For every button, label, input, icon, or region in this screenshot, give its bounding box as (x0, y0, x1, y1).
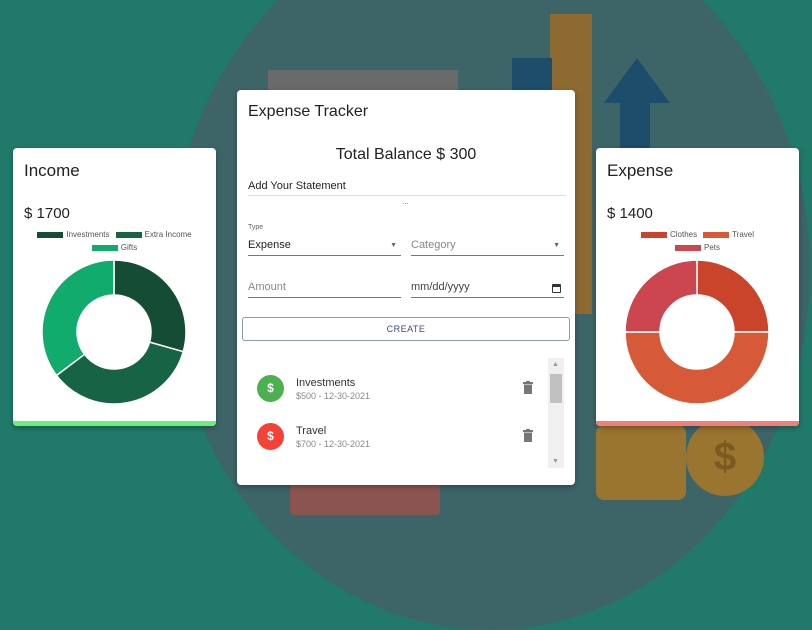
donut-slice-extra-income[interactable] (55, 341, 185, 405)
expense-legend: Clothes Travel Pets (596, 228, 799, 254)
income-accent-bar (13, 421, 216, 426)
scroll-down-icon[interactable]: ▼ (552, 458, 559, 465)
legend-item[interactable]: Pets (674, 241, 720, 254)
delete-icon[interactable] (523, 381, 533, 394)
date-input[interactable]: mm/dd/yyyy (411, 278, 564, 298)
expense-accent-bar (596, 421, 799, 426)
legend-label: Clothes (669, 230, 698, 239)
create-button[interactable]: CREATE (242, 317, 570, 341)
amount-input[interactable]: Amount (248, 278, 401, 298)
expense-card: Expense $ 1400 Clothes Travel Pets (596, 148, 799, 426)
legend-swatch (703, 231, 730, 238)
expense-amount: $ 1400 (607, 205, 653, 222)
transaction-subtitle: $700 - 12-30-2021 (296, 439, 371, 449)
type-select[interactable]: Type Expense ▼ (248, 224, 401, 256)
legend-item[interactable]: Gifts (91, 241, 138, 254)
scroll-up-icon[interactable]: ▲ (552, 361, 559, 368)
category-placeholder: Category (411, 239, 456, 251)
legend-swatch (91, 244, 118, 251)
transaction-title: Investments (296, 377, 356, 389)
donut-slice-clothes[interactable] (696, 259, 770, 333)
legend-item[interactable]: Extra Income (115, 228, 192, 241)
add-statement-input[interactable]: Add Your Statement (248, 180, 566, 196)
income-donut-chart (41, 259, 187, 405)
calendar-icon[interactable] (552, 284, 561, 293)
legend-label: Extra Income (144, 230, 192, 239)
legend-label: Travel (732, 230, 755, 239)
chevron-down-icon: ▼ (553, 242, 560, 249)
chevron-down-icon: ▼ (390, 242, 397, 249)
background-coin: $ (686, 418, 764, 496)
donut-slice-pets[interactable] (624, 259, 698, 333)
scrollbar[interactable]: ▲ ▼ (548, 358, 564, 468)
transaction-title: Travel (296, 425, 327, 437)
legend-label: Pets (703, 243, 720, 252)
expense-title: Expense (607, 161, 674, 180)
legend-swatch (37, 231, 64, 238)
amount-placeholder: Amount (248, 281, 286, 293)
expense-tracker-card: Expense Tracker Total Balance $ 300 Add … (237, 90, 575, 485)
income-title: Income (24, 161, 80, 180)
background-wallet (290, 480, 440, 515)
money-off-icon: $ (257, 423, 284, 450)
type-label: Type (248, 224, 264, 231)
list-item: $ Investments $500 - 12-30-2021 (257, 373, 547, 403)
legend-swatch (640, 231, 667, 238)
donut-slice-investments[interactable] (113, 259, 187, 353)
donut-slice-gifts[interactable] (41, 259, 115, 377)
income-amount: $ 1700 (24, 205, 70, 222)
scrollbar-thumb[interactable] (550, 374, 562, 403)
legend-item[interactable]: Clothes (640, 228, 698, 241)
list-item: $ Travel $700 - 12-30-2021 (257, 421, 547, 451)
money-off-icon: $ (257, 375, 284, 402)
background-coins (596, 425, 686, 500)
transaction-subtitle: $500 - 12-30-2021 (296, 391, 371, 401)
expense-donut-chart (624, 259, 770, 405)
type-value: Expense (248, 239, 291, 251)
category-select[interactable]: Category ▼ (411, 236, 564, 256)
status-dots: ... (402, 197, 409, 206)
background-arrow (604, 58, 670, 103)
donut-slice-travel[interactable] (624, 331, 770, 405)
income-card: Income $ 1700 Investments Extra Income Gif… (13, 148, 216, 426)
date-placeholder: mm/dd/yyyy (411, 281, 470, 293)
income-legend: Investments Extra Income Gifts (13, 228, 216, 254)
tracker-title: Expense Tracker (248, 103, 369, 120)
legend-swatch (115, 231, 142, 238)
delete-icon[interactable] (523, 429, 533, 442)
transaction-list: $ Investments $500 - 12-30-2021 $ Travel… (237, 358, 575, 468)
legend-item[interactable]: Travel (703, 228, 754, 241)
total-balance: Total Balance $ 300 (335, 146, 477, 163)
legend-label: Investments (66, 230, 110, 239)
legend-item[interactable]: Investments (37, 228, 110, 241)
legend-swatch (674, 244, 701, 251)
legend-label: Gifts (120, 243, 138, 252)
